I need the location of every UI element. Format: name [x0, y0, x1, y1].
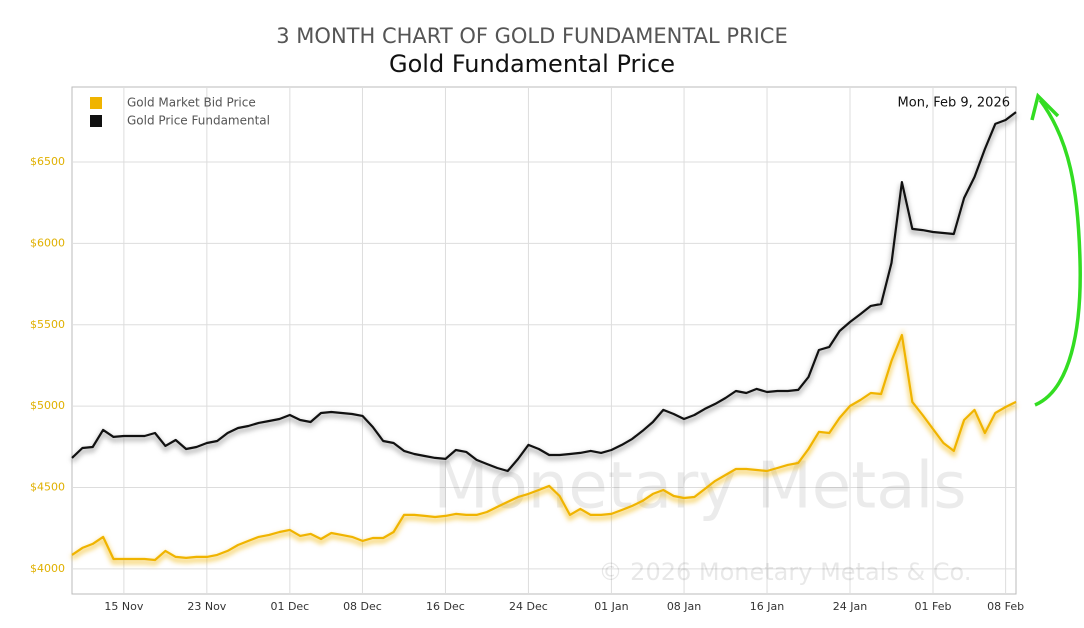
x-tick-label: 08 Feb: [987, 600, 1024, 613]
x-tick-label: 01 Dec: [270, 600, 309, 613]
y-tick-label: $4500: [30, 481, 65, 494]
x-tick-label: 08 Jan: [667, 600, 701, 613]
y-tick-label: $4000: [30, 562, 65, 575]
x-tick-label: 23 Nov: [187, 600, 226, 613]
x-tick-label: 24 Jan: [833, 600, 867, 613]
series-line: [71, 111, 1017, 473]
y-tick-label: $5500: [30, 318, 65, 331]
lines: [70, 111, 1018, 566]
x-tick-label: 16 Dec: [426, 600, 465, 613]
x-tick-label: 16 Jan: [750, 600, 784, 613]
x-tick-label: 24 Dec: [509, 600, 548, 613]
legend-swatch: [90, 97, 102, 109]
line-shadow: [70, 113, 1018, 477]
x-tick-label: 01 Feb: [915, 600, 952, 613]
legend-label: Gold Market Bid Price: [127, 96, 256, 110]
grid: [72, 87, 1016, 594]
arrow-head: [1030, 92, 1060, 121]
arrow: [1034, 98, 1082, 407]
x-tick-label: 01 Jan: [594, 600, 628, 613]
x-tick-label: 08 Dec: [343, 600, 382, 613]
legend: Gold Market Bid Price Gold Price Fundamen…: [90, 96, 270, 128]
y-tick-label: $6000: [30, 236, 65, 249]
chart-subtitle: Gold Fundamental Price: [389, 50, 675, 78]
y-tick-label: $5000: [30, 399, 65, 412]
legend-label: Gold Price Fundamental: [127, 114, 270, 128]
legend-swatch: [90, 115, 102, 127]
line-shadow: [70, 328, 1018, 566]
date-annotation: Mon, Feb 9, 2026: [898, 96, 1010, 111]
watermark: Monetary Metals: [433, 450, 966, 524]
plot-frame: [71, 86, 1017, 595]
series-line: [71, 333, 1017, 562]
copyright: © 2026 Monetary Metals & Co.: [599, 558, 972, 586]
chart-title: 3 MONTH CHART OF GOLD FUNDAMENTAL PRICE: [276, 24, 787, 48]
y-tick-label: $6500: [30, 155, 65, 168]
x-tick-label: 15 Nov: [104, 600, 143, 613]
